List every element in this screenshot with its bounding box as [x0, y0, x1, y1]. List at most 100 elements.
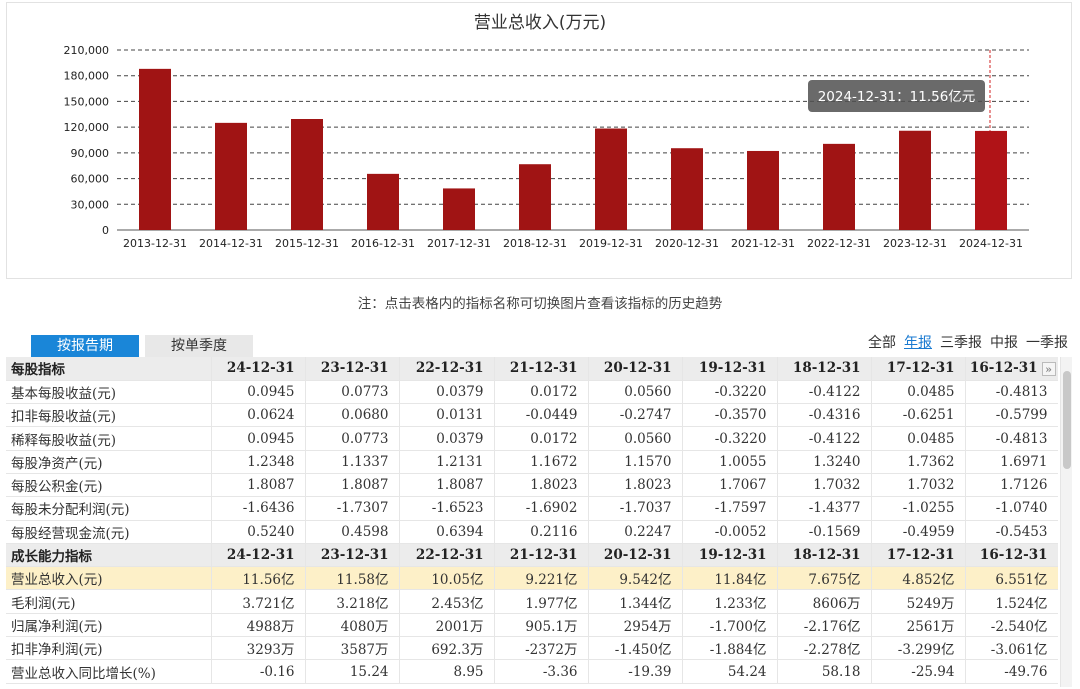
table-cell: 0.0379 [399, 380, 495, 405]
bar [899, 130, 931, 230]
table-cell: 1.2348 [211, 450, 306, 474]
filter-option[interactable]: 三季报 [940, 335, 982, 351]
column-header: 18-12-31 [777, 543, 872, 568]
table-cell: -1.450亿 [588, 636, 683, 661]
column-header: 21-12-31 [494, 357, 589, 381]
bar [367, 173, 399, 230]
y-tick-label: 150,000 [64, 95, 110, 108]
table-cell: 1.977亿 [494, 589, 589, 614]
column-header: 17-12-31 [871, 357, 966, 381]
x-tick-label: 2018-12-31 [503, 237, 567, 250]
table-cell: 1.524亿 [965, 589, 1058, 614]
y-tick-label: 210,000 [64, 44, 110, 57]
filter-option[interactable]: 年报 [904, 335, 932, 351]
x-tick-label: 2023-12-31 [883, 237, 947, 250]
tooltip-box [808, 80, 985, 112]
table-cell: 0.0624 [211, 403, 306, 428]
table-cell: 4988万 [211, 613, 306, 638]
table-cell: -0.3570 [682, 403, 778, 428]
table-cell: -0.1569 [777, 520, 872, 544]
column-header: 23-12-31 [305, 543, 400, 568]
table-cell: -0.4122 [777, 380, 872, 405]
table-row: 营业总收入(元) 11.56亿 11.58亿 10.05亿 9.221亿 9.542亿 11… [6, 566, 1058, 591]
scrollbar-thumb[interactable] [1063, 371, 1071, 469]
table-cell: 1.2131 [399, 450, 495, 474]
indicator-name-link[interactable]: 营业总收入(元) [6, 566, 212, 591]
table-cell: 0.0773 [305, 380, 400, 405]
column-header: 20-12-31 [588, 357, 683, 381]
indicator-name-link[interactable]: 每股经营现金流(元) [6, 520, 212, 544]
column-header: 18-12-31 [777, 357, 872, 381]
table-cell: 4.852亿 [871, 566, 966, 591]
data-table: 每股指标 24-12-31 23-12-31 22-12-31 21-12-31 20-1… [6, 357, 1058, 684]
table-cell: 0.4598 [305, 520, 400, 544]
table-row: 基本每股收益(元) 0.0945 0.0773 0.0379 0.0172 0.0560-… [6, 380, 1058, 405]
table-cell: -1.700亿 [682, 613, 778, 638]
y-tick-label: 60,000 [71, 173, 110, 186]
tab-by-quarter[interactable]: 按单季度 [145, 335, 253, 358]
period-filter: 全部 年报 三季报 中报 一季报 [860, 332, 1068, 352]
table-cell: 3.721亿 [211, 589, 306, 614]
table-cell: -1.7307 [305, 496, 400, 521]
table-cell: 1.7067 [682, 473, 778, 498]
table-cell: -1.0740 [965, 496, 1058, 521]
indicator-table: 每股指标 24-12-31 23-12-31 22-12-31 21-12-31 20-1… [6, 357, 1058, 687]
table-cell: 4080万 [305, 613, 400, 638]
table-cell: 1.344亿 [588, 589, 683, 614]
column-header: 19-12-31 [682, 543, 778, 568]
table-cell: 1.3240 [777, 450, 872, 474]
y-tick-label: 180,000 [64, 70, 110, 83]
tab-by-report-period[interactable]: 按报告期 [31, 335, 139, 358]
column-header: 21-12-31 [494, 543, 589, 568]
table-cell: 10.05亿 [399, 566, 495, 591]
filter-option[interactable]: 一季报 [1026, 335, 1068, 351]
indicator-name-link[interactable]: 扣非净利润(元) [6, 636, 212, 661]
tooltip-text: 2024-12-31：11.56亿元 [818, 89, 976, 105]
table-cell: 15.24 [305, 659, 400, 684]
filter-option[interactable]: 中报 [990, 335, 1018, 351]
table-cell: -1.884亿 [682, 636, 778, 661]
column-header: 22-12-31 [399, 357, 495, 381]
table-cell: -1.4377 [777, 496, 872, 521]
section-title: 每股指标 [6, 357, 212, 381]
table-cell: 0.0172 [494, 380, 589, 405]
table-cell: 905.1万 [494, 613, 589, 638]
y-tick-label: 0 [102, 224, 109, 237]
y-tick-label: 120,000 [64, 121, 110, 134]
table-cell: 1.1337 [305, 450, 400, 474]
chart-title: 营业总收入(万元) [474, 13, 606, 33]
table-cell: -1.0255 [871, 496, 966, 521]
table-cell: 6.551亿 [965, 566, 1058, 591]
table-scrollbar[interactable] [1060, 357, 1072, 687]
table-cell: -0.0449 [494, 403, 589, 428]
column-header: 17-12-31 [871, 543, 966, 568]
bar [519, 164, 551, 230]
table-cell: -2.278亿 [777, 636, 872, 661]
next-columns-icon[interactable]: » [1041, 361, 1056, 376]
table-cell: 54.24 [682, 659, 778, 684]
table-row: 每股未分配利润(元) -1.6436 -1.7307 -1.6523 -1.6902 -1… [6, 496, 1058, 521]
indicator-name-link[interactable]: 稀释每股收益(元) [6, 426, 212, 451]
x-tick-label: 2014-12-31 [199, 237, 263, 250]
table-cell: -0.4813 [965, 426, 1058, 451]
filter-option[interactable]: 全部 [868, 335, 896, 351]
bar [443, 188, 475, 230]
table-cell: 0.0131 [399, 403, 495, 428]
table-cell: 1.7032 [871, 473, 966, 498]
column-header: 22-12-31 [399, 543, 495, 568]
indicator-name-link[interactable]: 扣非每股收益(元) [6, 403, 212, 428]
indicator-name-link[interactable]: 营业总收入同比增长(%) [6, 659, 212, 684]
table-row: 扣非每股收益(元) 0.0624 0.0680 0.0131 -0.0449 -0.274… [6, 403, 1058, 428]
table-cell: 0.0172 [494, 426, 589, 451]
indicator-name-link[interactable]: 每股净资产(元) [6, 450, 212, 474]
table-cell: 0.0379 [399, 426, 495, 451]
column-header: 24-12-31 [211, 357, 306, 381]
table-cell: 3293万 [211, 636, 306, 661]
table-cell: -0.4813 [965, 380, 1058, 405]
table-cell: 2001万 [399, 613, 495, 638]
indicator-name-link[interactable]: 归属净利润(元) [6, 613, 212, 638]
indicator-name-link[interactable]: 每股未分配利润(元) [6, 496, 212, 521]
indicator-name-link[interactable]: 毛利润(元) [6, 589, 212, 614]
indicator-name-link[interactable]: 基本每股收益(元) [6, 380, 212, 405]
indicator-name-link[interactable]: 每股公积金(元) [6, 473, 212, 498]
